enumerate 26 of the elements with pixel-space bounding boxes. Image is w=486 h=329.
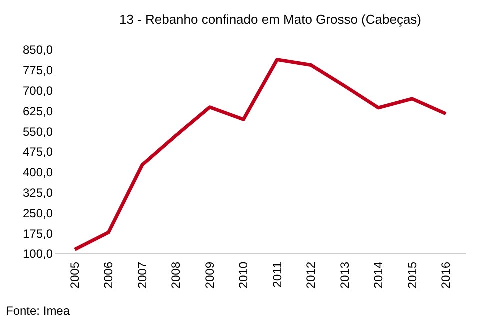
x-tick-label: 2012 [304,262,318,289]
x-tick-label: 2015 [405,262,420,289]
y-tick-label: 625,0 [22,104,54,118]
x-tick-label: 2009 [202,262,217,289]
y-tick-label: 400,0 [22,166,54,180]
y-tick-label: 700,0 [22,84,54,98]
x-tick-label: 2013 [338,262,352,289]
y-tick-label: 325,0 [22,186,54,200]
y-tick-label: 250,0 [22,206,54,220]
x-tick-label: 2011 [270,262,284,288]
source-note: Fonte: Imea [6,304,70,318]
x-tick-label: 2014 [372,262,386,289]
y-tick-label: 175,0 [22,226,54,241]
x-tick-label: 2006 [102,262,116,289]
x-tick-label: 2005 [68,262,82,289]
chart-title: 13 - Rebanho confinado em Mato Grosso (Cabeças) [119,12,422,27]
y-tick-label: 100,0 [22,247,54,262]
y-tick-label: 775,0 [22,64,54,78]
x-tick-label: 2008 [169,262,184,289]
x-tick-label: 2007 [135,262,150,289]
x-tick-label: 2016 [439,262,453,289]
y-tick-label: 850,0 [22,43,54,58]
x-tick-label: 2010 [236,262,251,289]
y-tick-label: 475,0 [22,145,54,160]
line-series [73,58,448,252]
y-tick-label: 550,0 [22,124,54,139]
